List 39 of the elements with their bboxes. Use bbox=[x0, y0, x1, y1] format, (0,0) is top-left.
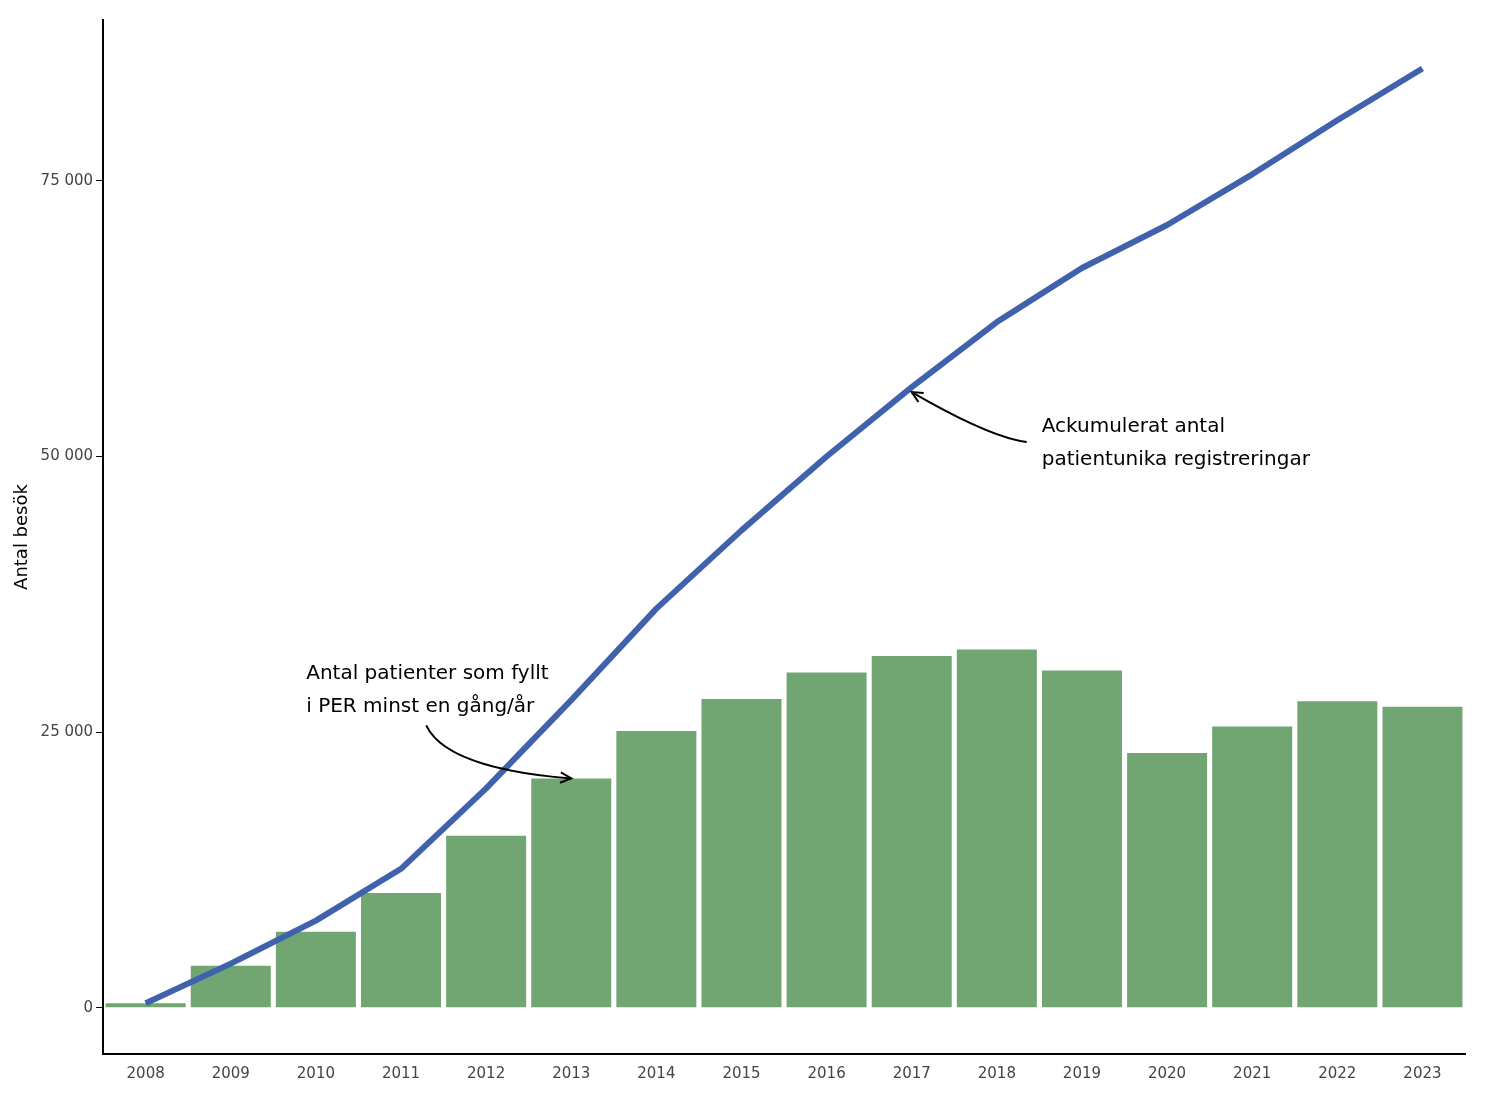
bar bbox=[1297, 701, 1378, 1008]
bar bbox=[105, 1003, 186, 1008]
bar bbox=[446, 835, 527, 1008]
x-tick-label: 2019 bbox=[1062, 1063, 1102, 1082]
y-tick-label: 50 000 bbox=[40, 446, 94, 465]
bar bbox=[616, 731, 697, 1008]
x-tick-label: 2017 bbox=[892, 1063, 931, 1082]
annotation: Ackumulerat antal patientunika registreringar bbox=[1041, 413, 1311, 471]
x-tick-label: 2008 bbox=[126, 1063, 165, 1082]
y-axis-title: Antal besök bbox=[10, 483, 32, 590]
bar bbox=[1127, 753, 1208, 1008]
x-tick-label: 2021 bbox=[1233, 1063, 1272, 1082]
x-tick-label: 2020 bbox=[1147, 1063, 1187, 1082]
bar bbox=[531, 778, 612, 1008]
x-tick-label: 2018 bbox=[977, 1063, 1016, 1082]
bar bbox=[1041, 670, 1122, 1008]
y-tick-label: 75 000 bbox=[40, 170, 94, 189]
bar bbox=[1212, 726, 1293, 1008]
x-tick-label: 2011 bbox=[381, 1063, 421, 1082]
x-tick-label: 2009 bbox=[211, 1063, 250, 1082]
bar bbox=[190, 965, 271, 1008]
bar bbox=[871, 656, 952, 1008]
x-tick-label: 2012 bbox=[467, 1063, 506, 1082]
bar bbox=[275, 931, 356, 1008]
bar bbox=[786, 672, 867, 1008]
x-tick-label: 2022 bbox=[1318, 1063, 1357, 1082]
x-tick-label: 2023 bbox=[1403, 1063, 1442, 1082]
bar bbox=[956, 649, 1037, 1008]
x-tick-label: 2010 bbox=[296, 1063, 335, 1082]
bar bbox=[361, 893, 442, 1008]
x-tick-label: 2013 bbox=[552, 1063, 591, 1082]
x-tick-label: 2016 bbox=[807, 1063, 846, 1082]
bar bbox=[1382, 706, 1463, 1008]
x-tick-label: 2014 bbox=[637, 1063, 676, 1082]
x-tick-label: 2015 bbox=[722, 1063, 761, 1082]
y-tick-label: 0 bbox=[83, 997, 94, 1016]
bar bbox=[701, 699, 782, 1008]
annotation: Antal patienter som fyllt i PER minst en gång/år bbox=[306, 659, 549, 717]
y-tick-label: 25 000 bbox=[40, 722, 94, 741]
